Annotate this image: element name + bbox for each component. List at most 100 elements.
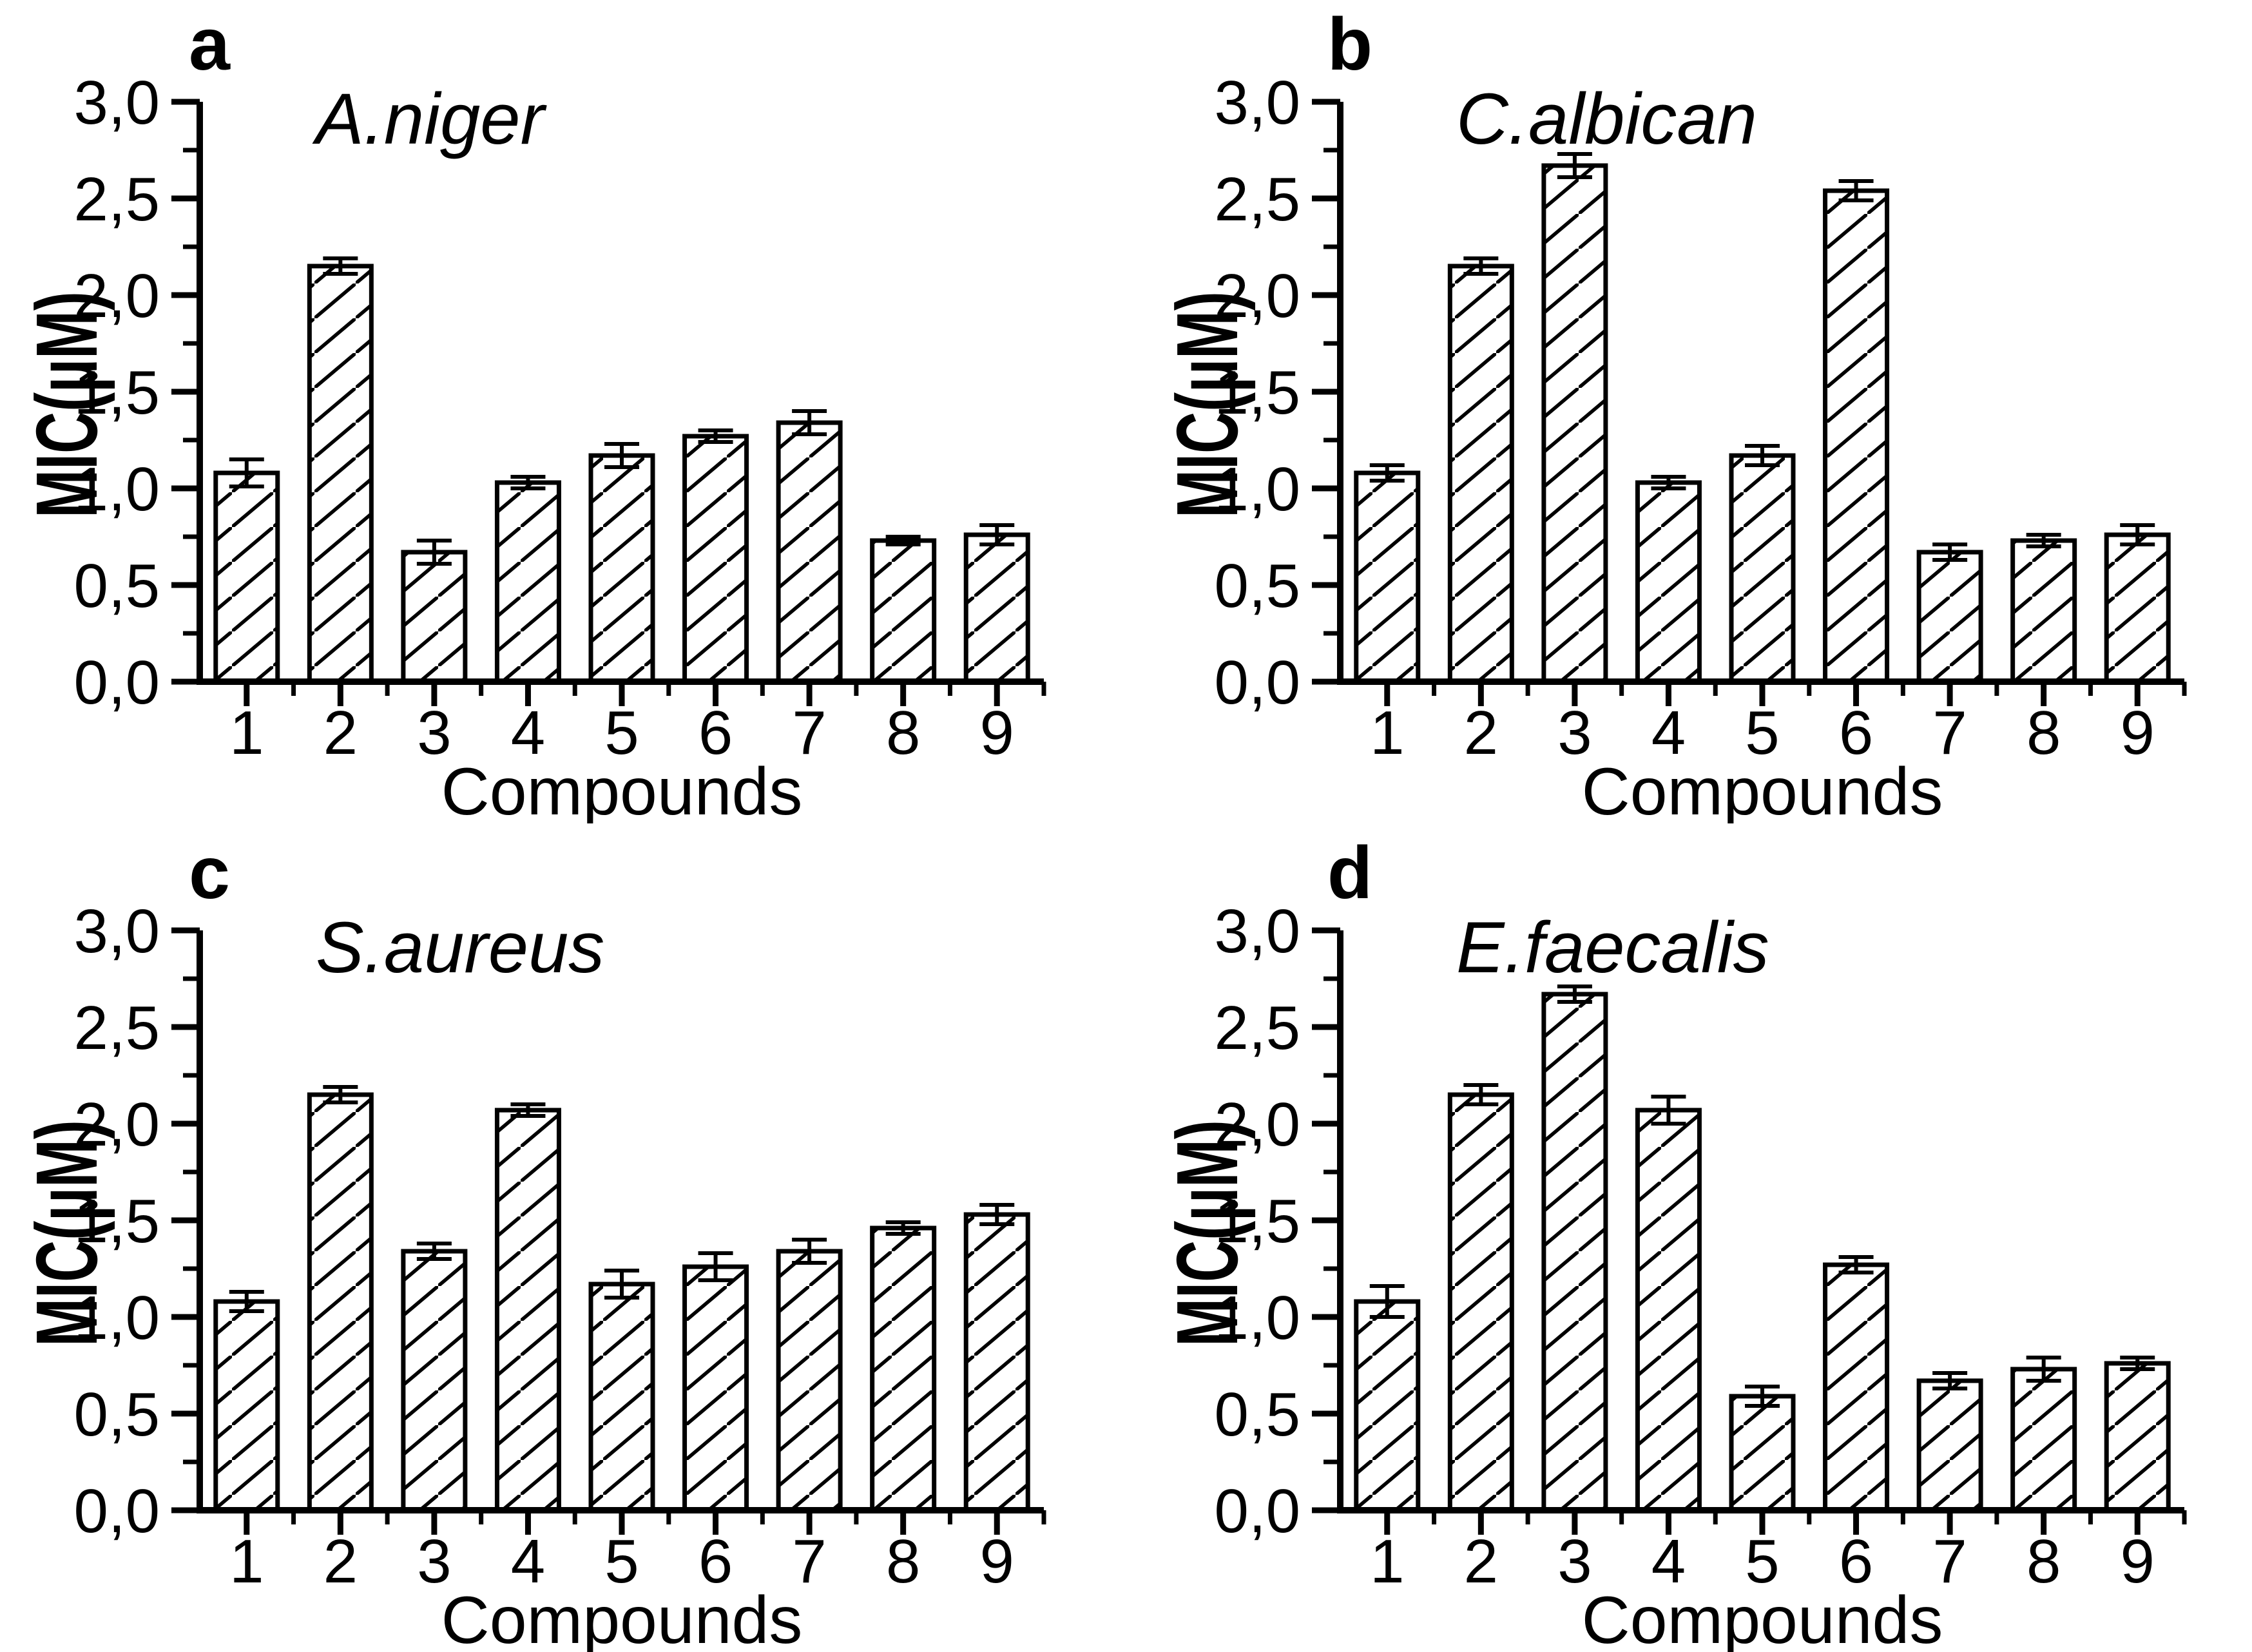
- panel-c: c S.aureus 0,0 0,5 1,0 1,5 2,0 2,5 3,0 1 2 3 4 5 6 7 8 9 C…: [26, 834, 1070, 1652]
- error-bar-compound-4: [1651, 1095, 1686, 1126]
- x-tick-label: 7: [792, 1527, 826, 1596]
- error-bar-compound-6: [698, 1251, 733, 1282]
- error-bar-compound-6: [1838, 1255, 1874, 1274]
- y-axis-label: MIC(µM): [26, 1120, 115, 1347]
- bar-compound-1: [213, 470, 280, 684]
- error-bar-compound-8: [885, 1220, 921, 1236]
- y-tick-label: 2,5: [1215, 994, 1300, 1062]
- panel-letter: d: [1327, 834, 1372, 914]
- panel-letter: a: [189, 5, 231, 86]
- bar-compound-5: [1729, 453, 1796, 684]
- x-tick-label: 1: [1370, 698, 1404, 767]
- error-bar-compound-9: [2120, 523, 2155, 546]
- error-bar-compound-5: [1745, 444, 1780, 467]
- x-tick-label: 3: [417, 1527, 451, 1596]
- x-tick-label: 4: [1651, 698, 1686, 767]
- y-tick-label: 3,0: [1215, 897, 1300, 966]
- bar-compound-3: [401, 550, 468, 684]
- error-bar-compound-2: [323, 256, 358, 276]
- y-tick-label: 2,0: [74, 262, 160, 331]
- y-tick-label: 2,0: [1215, 262, 1300, 331]
- x-tick-label: 8: [2026, 1527, 2061, 1596]
- bar-compound-3: [401, 1249, 468, 1513]
- x-tick-label: 6: [698, 698, 733, 767]
- bar-compound-4: [1635, 1108, 1702, 1513]
- y-tick-label: 1,0: [74, 455, 160, 524]
- error-bar-compound-2: [323, 1085, 358, 1104]
- x-tick-label: 2: [323, 1527, 358, 1596]
- bar-compound-4: [1635, 480, 1702, 684]
- bar-compound-8: [2010, 1367, 2077, 1513]
- x-tick-label: 2: [323, 698, 358, 767]
- x-tick-label: 3: [1557, 1527, 1592, 1596]
- bar-compound-8: [870, 1225, 937, 1513]
- y-tick-label: 3,0: [74, 897, 160, 966]
- y-tick-label: 3,0: [74, 68, 160, 137]
- x-tick-label: 7: [1932, 698, 1967, 767]
- bar-compound-3: [1541, 163, 1608, 684]
- panel-title: C.albican: [1456, 79, 1757, 159]
- error-bar-compound-5: [604, 1269, 639, 1300]
- y-tick-label: 1,0: [1215, 455, 1300, 524]
- panel-d: d E.faecalis 0,0 0,5 1,0 1,5 2,0 2,5 3,0 1 2 3 4 5 6 7 8…: [1166, 834, 2210, 1652]
- y-tick-label: 0,0: [74, 1477, 160, 1546]
- bar-compound-9: [2104, 532, 2171, 684]
- bar-compound-2: [1447, 264, 1514, 684]
- error-bar-compound-8: [2026, 1356, 2061, 1383]
- x-tick-label: 4: [511, 1527, 545, 1596]
- error-bar-compound-7: [792, 409, 827, 436]
- panel-b: b C.albican 0,0 0,5 1,0 1,5 2,0 2,5 3,0 1 2 3 4 5 6 7 8 9…: [1166, 5, 2210, 823]
- x-tick-label: 6: [1839, 698, 1873, 767]
- y-axis-label: MIC(µM): [26, 291, 115, 518]
- bar-compound-6: [1823, 188, 1890, 684]
- error-bar-compound-5: [1745, 1385, 1780, 1408]
- y-axis-label: MIC(µM): [1166, 1120, 1256, 1347]
- y-tick-label: 0,0: [1215, 1477, 1300, 1546]
- error-bar-compound-5: [604, 442, 639, 469]
- y-tick-label: 0,5: [1215, 1380, 1300, 1449]
- x-tick-label: 4: [1651, 1527, 1686, 1596]
- error-bar-compound-7: [1932, 543, 1968, 562]
- error-bar-compound-6: [698, 428, 733, 444]
- x-tick-label: 8: [2026, 698, 2061, 767]
- bar-compound-1: [213, 1299, 280, 1513]
- x-tick-label: 7: [792, 698, 826, 767]
- error-bar-compound-3: [416, 1242, 452, 1261]
- bar-compound-5: [1729, 1394, 1796, 1513]
- bar-compound-2: [307, 264, 374, 684]
- x-tick-label: 5: [1745, 698, 1779, 767]
- x-tick-label: 7: [1932, 1527, 1967, 1596]
- x-tick-label: 1: [229, 1527, 264, 1596]
- y-tick-label: 1,5: [1215, 1187, 1300, 1256]
- panel-a: a A.niger 0,0 0,5 1,0 1,5 2,0 2,5 3,0 1 2 3 4 5 6 7 8 9 Co…: [26, 5, 1070, 823]
- error-bar-compound-9: [2120, 1356, 2155, 1371]
- x-tick-label: 5: [604, 1527, 639, 1596]
- bar-compound-1: [1354, 1299, 1421, 1513]
- y-tick-label: 1,5: [74, 358, 160, 427]
- x-axis-label: Compounds: [1582, 754, 1943, 823]
- y-tick-label: 2,0: [1215, 1090, 1300, 1159]
- y-tick-label: 1,0: [74, 1283, 160, 1352]
- y-tick-label: 0,5: [74, 552, 160, 620]
- bar-compound-9: [963, 532, 1030, 684]
- x-axis-label: Compounds: [441, 1583, 803, 1652]
- error-bar-compound-4: [1651, 475, 1686, 490]
- panel-title: E.faecalis: [1456, 907, 1769, 988]
- error-bar-compound-8: [2026, 533, 2061, 548]
- panel-title: A.niger: [312, 79, 548, 159]
- x-tick-label: 5: [1745, 1527, 1779, 1596]
- y-tick-label: 2,0: [74, 1090, 160, 1159]
- error-bar-compound-3: [1557, 152, 1592, 179]
- bar-compound-2: [1447, 1092, 1514, 1513]
- bar-compound-6: [682, 1264, 749, 1513]
- x-tick-label: 9: [980, 1527, 1014, 1596]
- error-bar-compound-2: [1463, 256, 1499, 276]
- bar-compound-3: [1541, 992, 1608, 1513]
- y-tick-label: 1,5: [1215, 358, 1300, 427]
- x-tick-label: 2: [1464, 1527, 1498, 1596]
- error-bar-compound-2: [1463, 1083, 1499, 1106]
- error-bar-compound-9: [979, 1203, 1015, 1226]
- bar-compound-7: [776, 1249, 843, 1513]
- chart-panel-a: a A.niger 0,0 0,5 1,0 1,5 2,0 2,5 3,0 1 2 3 4 5 6 7 8 9 Co…: [26, 5, 1046, 823]
